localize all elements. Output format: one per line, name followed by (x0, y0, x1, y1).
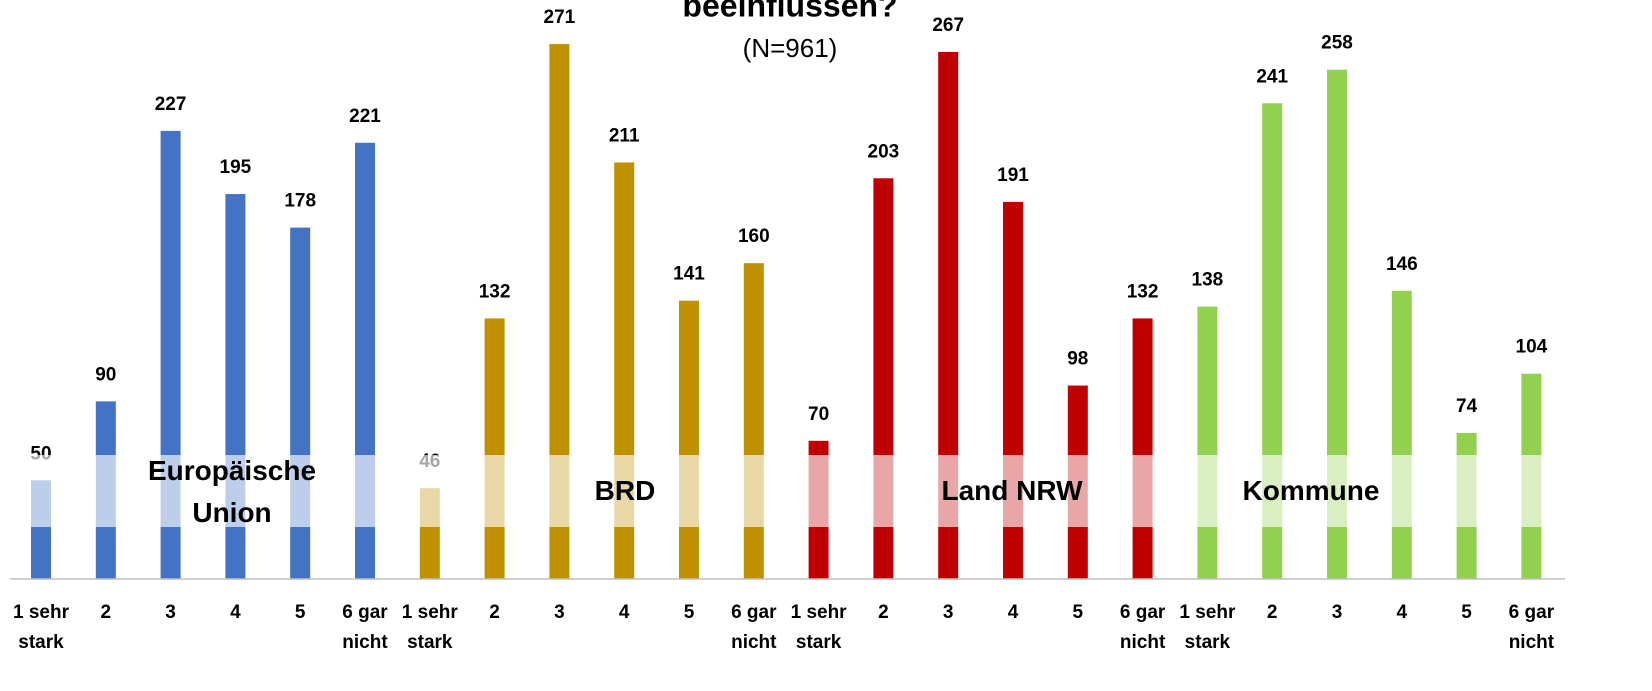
value-label: 241 (1256, 66, 1288, 87)
value-label: 141 (673, 264, 705, 285)
value-label: 132 (479, 281, 511, 302)
x-tick-label: 1 sehr stark (401, 602, 458, 653)
x-tick-label: 5 (683, 602, 695, 623)
x-tick-label: 6 gar nicht (1508, 602, 1555, 653)
bar (549, 44, 570, 579)
x-tick-label: 2 (100, 602, 112, 623)
x-tick-label: 3 (554, 602, 565, 623)
bar (743, 263, 764, 579)
value-label: 90 (95, 364, 116, 385)
x-tick-label: 3 (165, 602, 176, 623)
bar (1327, 69, 1347, 579)
x-tick-label: 5 (1461, 602, 1472, 623)
x-tick-label: 3 (1331, 602, 1343, 623)
chart-subtitle: (N=961) (743, 33, 838, 63)
x-tick-label: 1 sehr stark (13, 602, 69, 653)
group-label: Kommune (1242, 475, 1380, 506)
value-label: 138 (1192, 270, 1224, 291)
value-label: 104 (1516, 337, 1548, 358)
bar (484, 318, 505, 579)
group-label: BRD (594, 475, 656, 506)
value-label: 271 (544, 7, 576, 28)
x-tick-label: 6 gar nicht (731, 602, 777, 653)
bar (1132, 318, 1153, 579)
x-tick-label: 2 (489, 602, 500, 623)
x-tick-label: 4 (1007, 602, 1019, 623)
bar (938, 51, 959, 579)
x-tick-label: 4 (618, 602, 630, 623)
value-label: 70 (808, 404, 829, 425)
bar (1391, 290, 1412, 579)
chart-title: beeinflussen? (682, 0, 897, 23)
value-label: 211 (609, 126, 640, 147)
value-label: 221 (349, 106, 381, 127)
value-label: 227 (155, 94, 187, 115)
value-label: 178 (284, 191, 316, 212)
x-tick-label: 5 (294, 602, 306, 623)
value-label: 191 (997, 165, 1029, 186)
bar (679, 300, 699, 579)
x-tick-label: 3 (942, 602, 954, 623)
x-tick-label: 1 sehr stark (1179, 602, 1236, 653)
value-label: 132 (1127, 281, 1159, 302)
value-label: 203 (868, 141, 900, 162)
x-tick-label: 2 (1266, 602, 1278, 623)
group-label: Land NRW (941, 475, 1083, 506)
value-label: 160 (738, 226, 770, 247)
x-tick-label: 6 gar nicht (342, 602, 388, 653)
value-label: 258 (1321, 33, 1353, 54)
x-tick-label: 2 (878, 602, 889, 623)
value-label: 195 (220, 157, 252, 178)
value-label: 267 (932, 15, 964, 36)
value-label: 98 (1067, 349, 1088, 370)
x-tick-label: 5 (1072, 602, 1084, 623)
bar (1197, 306, 1218, 579)
x-tick-label: 4 (1396, 602, 1408, 623)
x-tick-label: 4 (230, 602, 241, 623)
value-label: 146 (1386, 254, 1418, 275)
value-label: 74 (1456, 396, 1478, 417)
x-tick-label: 1 sehr stark (790, 602, 847, 653)
group-label: Europäische Union (147, 455, 317, 528)
overlay-band (0, 455, 1652, 527)
x-tick-label: 6 gar nicht (1119, 602, 1166, 653)
